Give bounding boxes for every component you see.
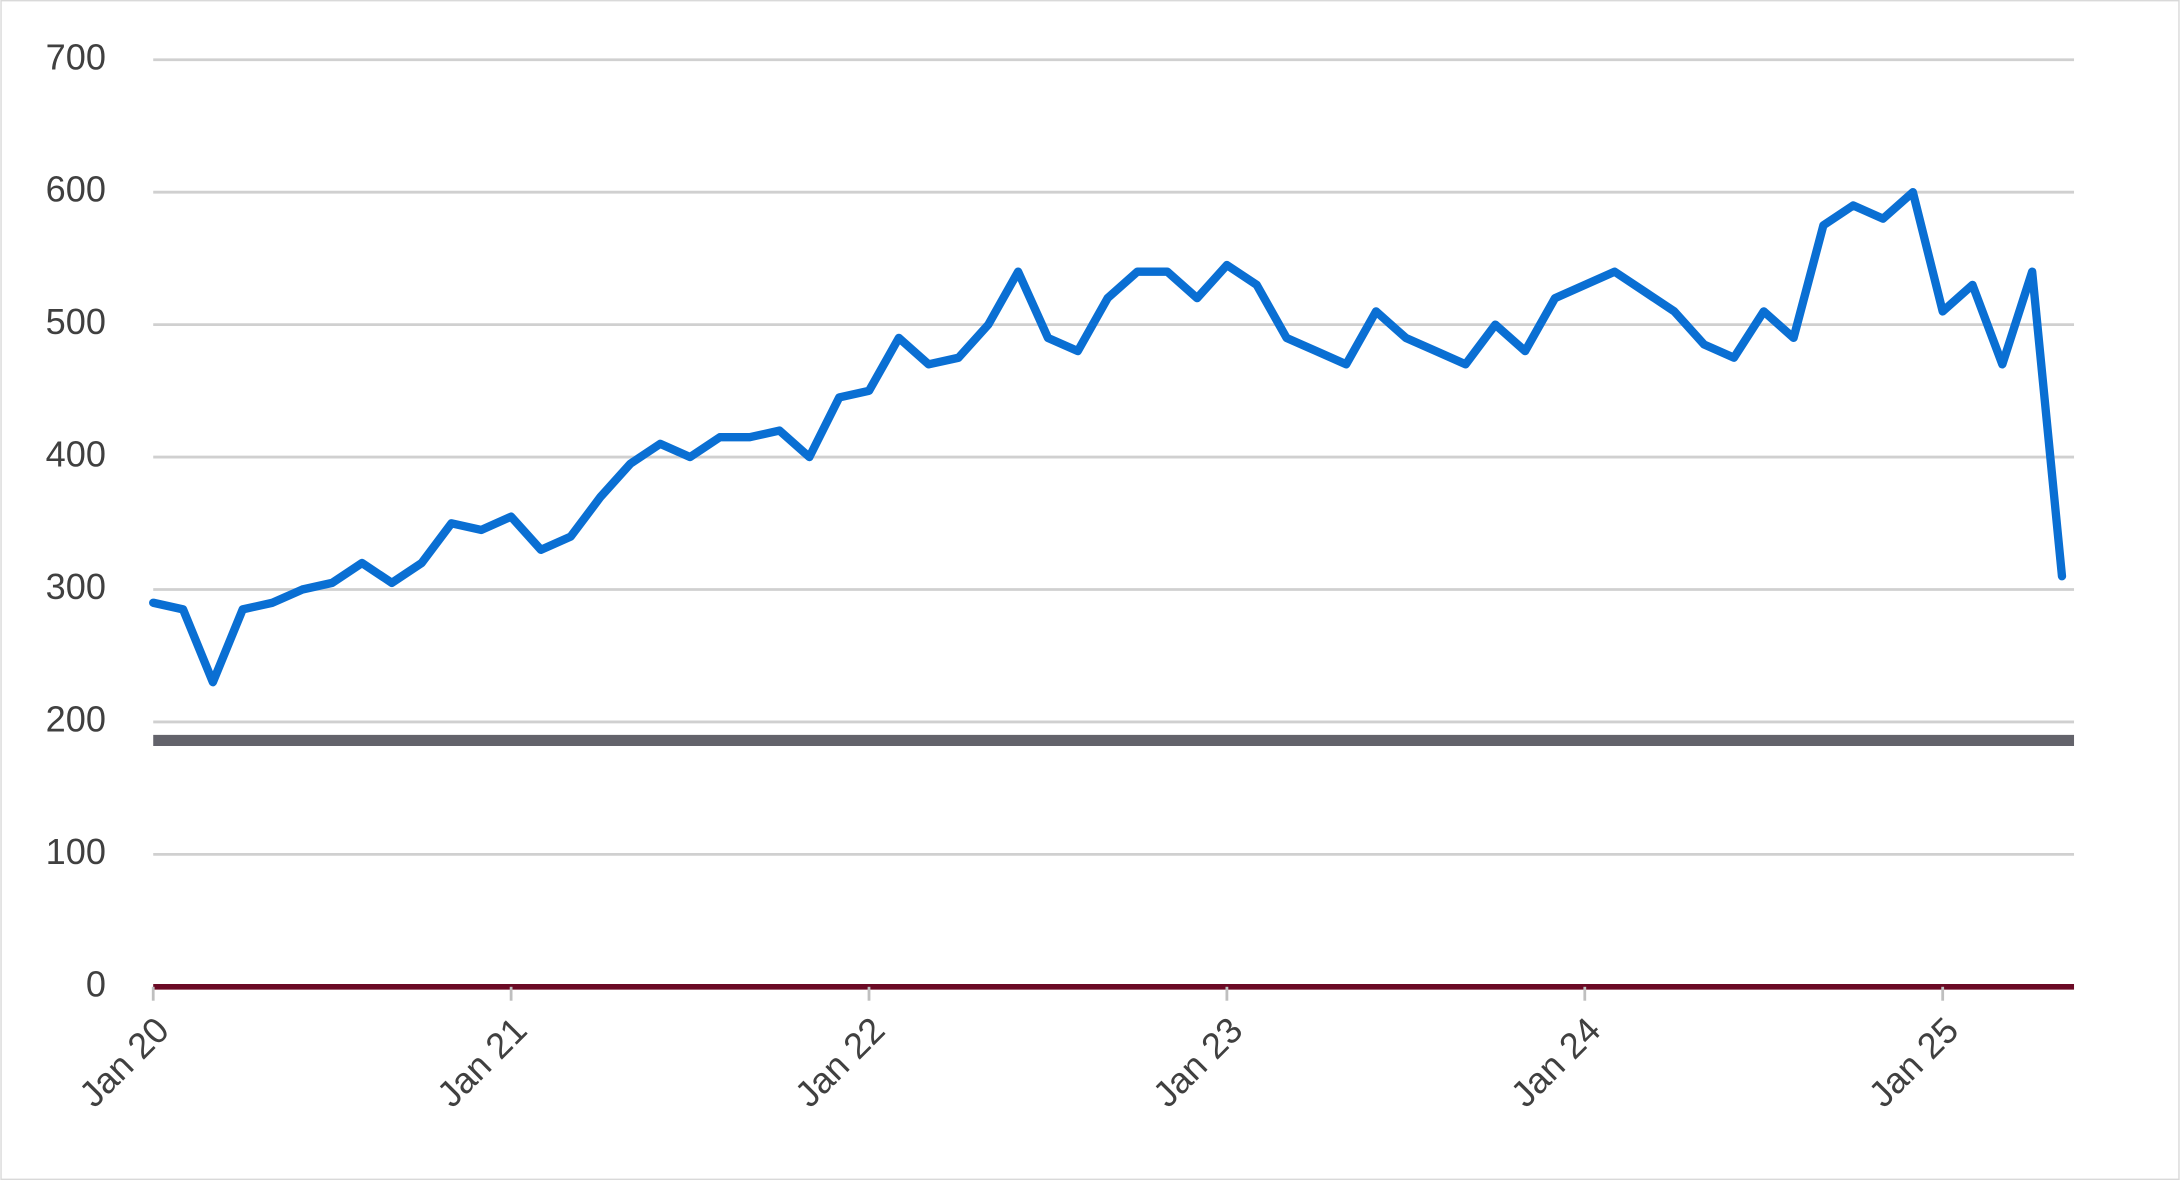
y-tick-label: 0 [86, 963, 106, 1004]
y-tick-label: 200 [46, 698, 106, 739]
y-tick-label: 400 [46, 434, 106, 475]
y-tick-label: 100 [46, 831, 106, 872]
data-line [149, 188, 2067, 687]
y-tick-label: 500 [46, 301, 106, 342]
y-tick-label: 700 [46, 36, 106, 77]
y-tick-label: 300 [46, 566, 106, 607]
y-tick-label: 600 [46, 169, 106, 210]
